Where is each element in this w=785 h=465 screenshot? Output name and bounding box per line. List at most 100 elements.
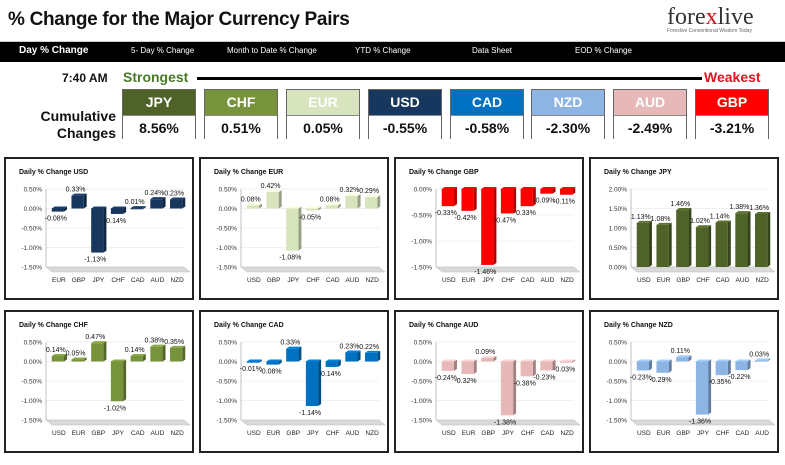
data-label: -0.35%	[709, 379, 731, 386]
bar-chart: Daily % Change EUR 0.50% 0.00% -0.50% -1.00%…	[214, 169, 386, 284]
category-label: CHF	[716, 430, 729, 437]
category-label: EUR	[657, 430, 671, 437]
nav-data-sheet[interactable]: Data Sheet	[472, 46, 513, 55]
nav-month-to-date[interactable]: Month to Date % Change	[227, 46, 317, 55]
currency-name: JPY	[123, 90, 195, 115]
bar-side	[747, 211, 751, 267]
bar	[441, 361, 454, 371]
category-label: NZD	[560, 277, 574, 284]
data-label: 0.42%	[261, 183, 281, 190]
data-label: -0.33%	[514, 210, 536, 217]
chart-title: Daily % Change JPY	[604, 169, 672, 176]
data-label: 0.09%	[475, 349, 495, 356]
data-label: 0.33%	[66, 187, 86, 194]
logo-x: x	[705, 4, 718, 30]
bar-top	[735, 211, 751, 214]
category-label: JPY	[92, 277, 105, 284]
category-label: USD	[442, 430, 456, 437]
bar-side	[513, 359, 517, 416]
data-label: 0.23%	[339, 344, 359, 351]
currency-box-usd: USD -0.55%	[368, 89, 442, 139]
y-tick-label: -0.50%	[216, 226, 237, 233]
bar-top	[715, 220, 731, 223]
category-label: JPY	[697, 430, 710, 437]
category-label: JPY	[287, 277, 300, 284]
bar-side	[298, 206, 302, 251]
nav-5day-change[interactable]: 5- Day % Change	[131, 46, 195, 55]
bar-side	[473, 359, 477, 374]
weakest-label: Weakest	[704, 69, 761, 85]
data-label: -0.09%	[533, 198, 555, 205]
nav-eod-change[interactable]: EOD % Change	[575, 46, 632, 55]
data-label: -1.02%	[104, 405, 126, 412]
category-label: USD	[637, 277, 651, 284]
timestamp: 7:40 AM	[62, 71, 108, 85]
forexlive-logo[interactable]: forexlive Forexlive Conventional Wisdom …	[667, 4, 767, 38]
bar-side	[142, 354, 146, 362]
data-label: 1.38%	[729, 204, 749, 211]
category-label: USD	[637, 430, 651, 437]
category-label: JPY	[502, 430, 515, 437]
data-label: -0.11%	[553, 199, 575, 206]
bar	[266, 361, 279, 365]
cumulative-label-line1: Cumulative	[40, 108, 116, 124]
y-tick-label: 0.00%	[24, 359, 43, 366]
category-label: USD	[52, 430, 66, 437]
ranking-line	[197, 77, 702, 80]
data-label: -1.46%	[474, 269, 496, 276]
category-label: CHF	[696, 277, 709, 284]
currency-box-gbp: GBP -3.21%	[695, 89, 769, 139]
category-label: GBP	[91, 430, 105, 437]
bar	[461, 189, 474, 211]
bar-side	[572, 187, 576, 195]
bar-top	[636, 359, 652, 362]
bar-top	[481, 355, 497, 358]
category-label: CHF	[521, 430, 534, 437]
bar	[656, 224, 669, 267]
currency-box-jpy: JPY 8.56%	[122, 89, 196, 139]
data-label: 0.23%	[164, 191, 184, 198]
bar-side	[123, 206, 127, 214]
currency-box-nzd: NZD -2.30%	[531, 89, 605, 139]
category-label: CAD	[541, 430, 555, 437]
category-label: NZD	[365, 277, 379, 284]
category-label: CHF	[306, 277, 319, 284]
bar-top	[481, 187, 497, 189]
bar-side	[377, 195, 381, 209]
chart-panel-jpy: Daily % Change JPY 2.00% 1.50% 1.00% 0.50% 0.…	[589, 157, 779, 300]
data-label: -0.14%	[104, 218, 126, 225]
category-label: EUR	[267, 430, 281, 437]
bar-side	[142, 206, 146, 210]
chart-floor	[240, 266, 386, 273]
bar-side	[668, 222, 672, 267]
bar-top	[130, 206, 146, 209]
currency-name: GBP	[696, 90, 768, 115]
data-label: -0.14%	[319, 371, 341, 378]
y-tick-label: -0.50%	[606, 379, 627, 386]
bar-side	[318, 206, 322, 211]
nav-ytd-change[interactable]: YTD % Change	[355, 46, 411, 55]
bar-side	[473, 187, 477, 211]
bar-top	[246, 359, 262, 362]
data-label: 0.05%	[66, 351, 86, 358]
category-label: CAD	[736, 430, 750, 437]
category-label: AUD	[755, 430, 769, 437]
chart-title: Daily % Change GBP	[409, 169, 479, 176]
category-label: EUR	[462, 430, 476, 437]
bar	[461, 361, 474, 374]
bar	[715, 222, 728, 267]
data-label: 0.32%	[339, 187, 359, 194]
bar	[325, 205, 338, 209]
bar	[540, 361, 553, 371]
bar-top	[365, 195, 381, 198]
y-tick-label: -0.50%	[216, 379, 237, 386]
currency-value: -0.58%	[451, 115, 523, 139]
category-label: USD	[247, 430, 261, 437]
data-label: -1.14%	[299, 410, 321, 417]
bar	[656, 361, 669, 373]
bar-chart: Daily % Change AUD 0.50% 0.00% -0.50% -1.00%…	[409, 322, 581, 437]
nav-day-change[interactable]: Day % Change	[19, 45, 89, 56]
category-label: NZD	[755, 277, 769, 284]
chart-panel-aud: Daily % Change AUD 0.50% 0.00% -0.50% -1.00%…	[394, 310, 584, 453]
category-label: CAD	[326, 277, 340, 284]
